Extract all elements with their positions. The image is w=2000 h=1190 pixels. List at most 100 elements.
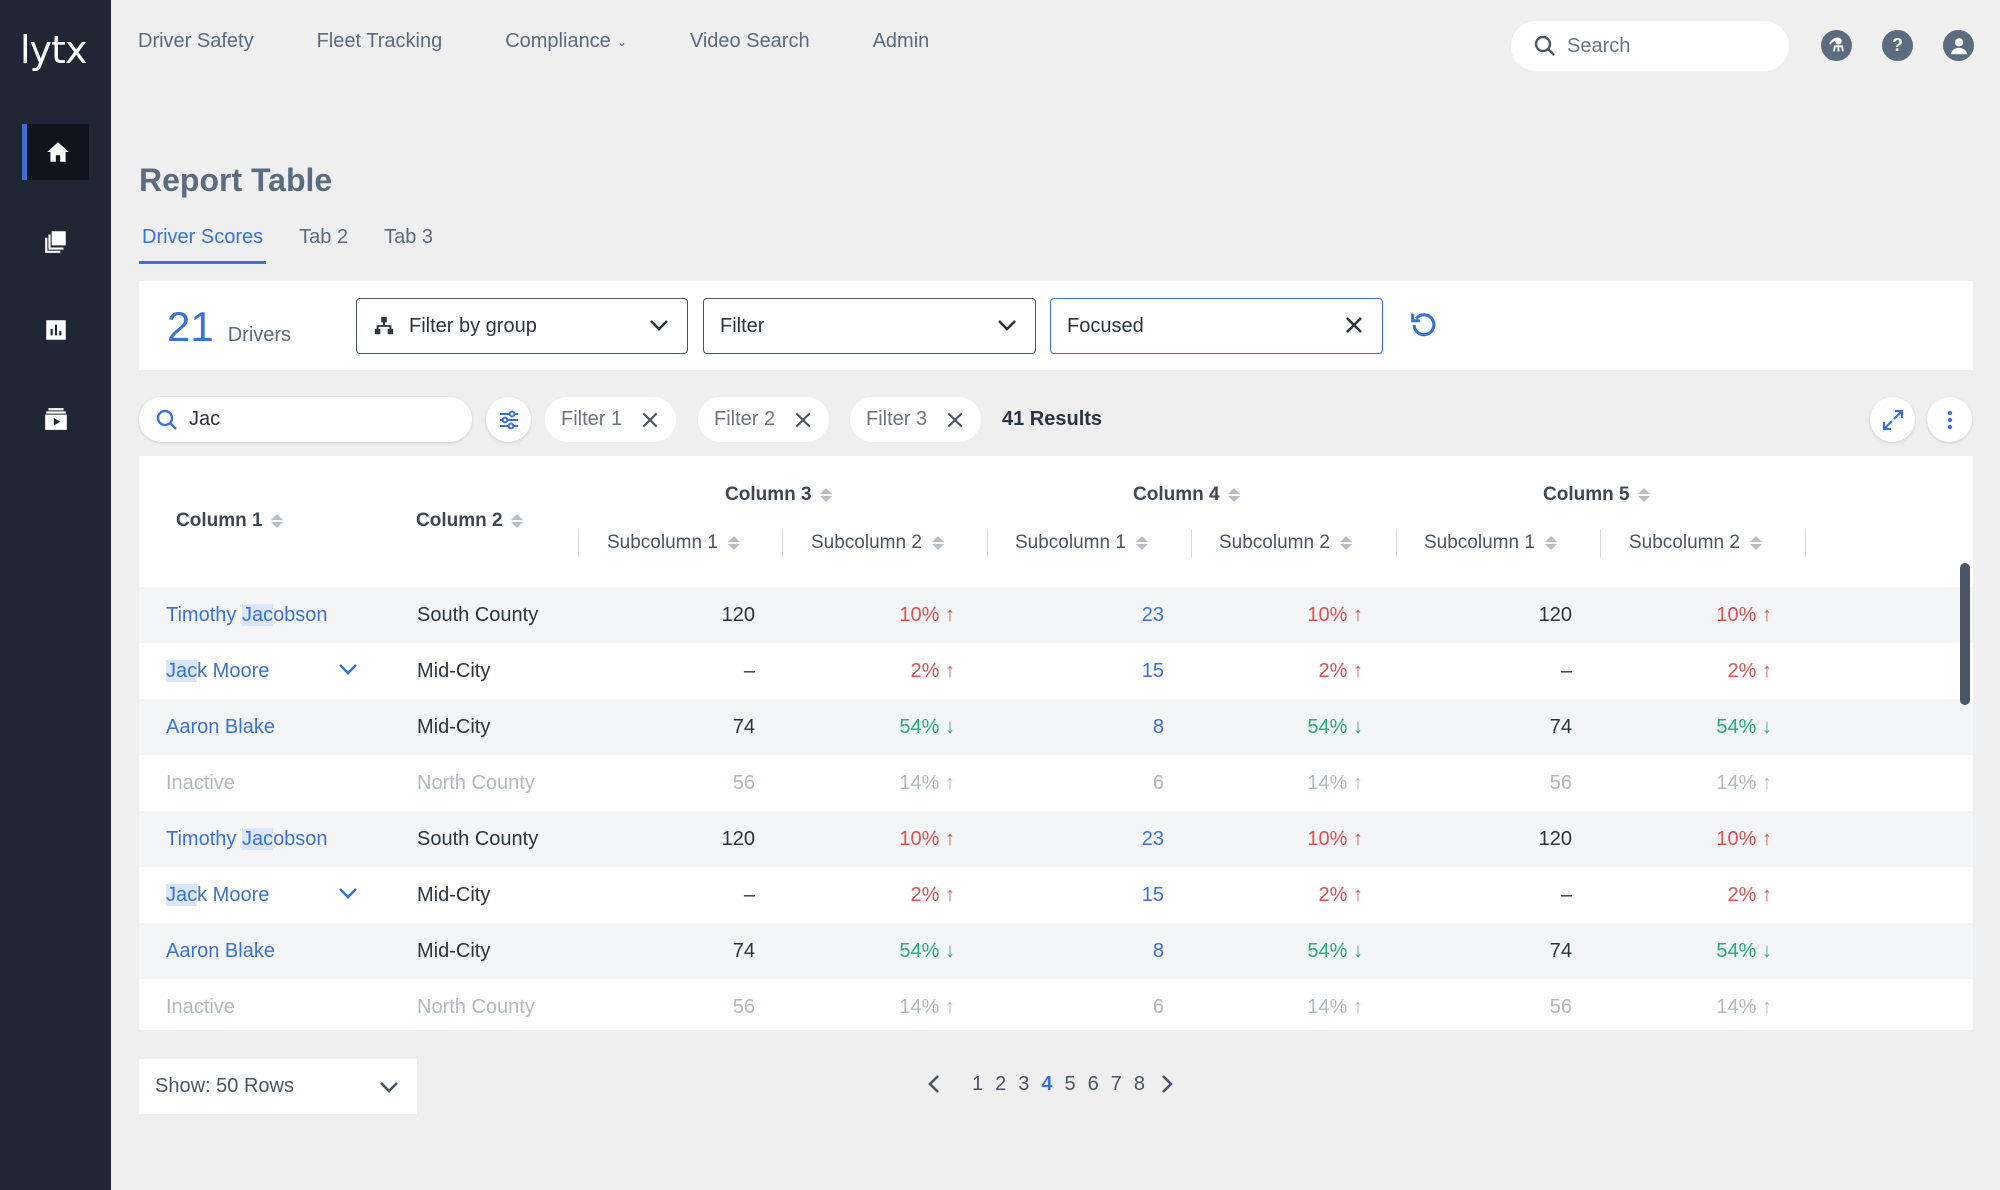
nav-admin[interactable]: Admin (872, 30, 930, 52)
lytx-logo[interactable]: lytx (20, 28, 87, 72)
table-row[interactable]: Inactive North County 56 14% ↑ 6 14% ↑ 56 14% ↑ (139, 755, 1973, 811)
chevron-right-icon[interactable] (1157, 1072, 1177, 1096)
subcolumn-header[interactable]: Subcolumn 1 (607, 532, 740, 554)
labs-flask-icon[interactable]: ⚗ (1821, 30, 1852, 61)
filter-by-group-select[interactable]: Filter by group (356, 298, 688, 354)
table-row[interactable]: Timothy Jacobson South County 120 10% ↑ 23 10… (139, 587, 1973, 643)
close-icon[interactable] (640, 410, 660, 430)
sort-icon[interactable] (1544, 536, 1557, 550)
expand-row-chevron-icon[interactable] (336, 881, 360, 905)
global-search-input[interactable]: Search (1511, 21, 1789, 71)
sort-icon[interactable] (270, 514, 283, 528)
page-link[interactable]: 7 (1110, 1072, 1122, 1095)
expand-row-chevron-icon[interactable] (336, 657, 360, 681)
table-row[interactable]: Aaron Blake Mid-City 74 54% ↓ 8 54% ↓ 74 54% ↓ (139, 923, 1973, 979)
rows-per-page-select[interactable]: Show: 50 Rows (139, 1059, 417, 1114)
reset-icon[interactable] (1407, 308, 1441, 342)
sort-icon[interactable] (1637, 488, 1650, 502)
value-cell[interactable]: 15 (1141, 660, 1164, 682)
column-divider (1396, 529, 1397, 557)
column-header-1[interactable]: Column 1 (176, 510, 283, 532)
search-icon (156, 409, 177, 430)
table-row[interactable]: Inactive North County 56 14% ↑ 6 14% ↑ 56 14% ↑ (139, 979, 1973, 1030)
driver-name-link[interactable]: Aaron Blake (166, 940, 275, 963)
video-nav-button[interactable] (22, 391, 89, 447)
subcolumn-header[interactable]: Subcolumn 2 (811, 532, 944, 554)
driver-name-link[interactable]: Timothy Jacobson (166, 604, 328, 627)
sort-icon[interactable] (1339, 536, 1352, 550)
driver-name-link[interactable]: Jack Moore (166, 884, 269, 907)
sort-icon[interactable] (819, 488, 832, 502)
table-search-input[interactable]: Jac (139, 397, 472, 442)
driver-status-inactive: Inactive (166, 772, 235, 795)
sort-icon[interactable] (1749, 536, 1762, 550)
table-scrollbar[interactable] (1960, 563, 1970, 705)
driver-name-part: Inactive (166, 772, 235, 794)
close-icon[interactable] (1342, 313, 1366, 337)
chevron-left-icon[interactable] (924, 1072, 944, 1096)
page-link[interactable]: 8 (1133, 1072, 1145, 1095)
nav-video-search[interactable]: Video Search (689, 30, 810, 52)
percent-change-cell: 10% ↑ (899, 828, 955, 850)
page-link[interactable]: 6 (1087, 1072, 1099, 1095)
driver-name-link[interactable]: Jack Moore (166, 660, 269, 683)
home-nav-button[interactable] (22, 124, 89, 180)
column-header-4[interactable]: Column 4 (1133, 484, 1240, 506)
nav-driver-safety[interactable]: Driver Safety (138, 30, 254, 52)
subcolumn-header[interactable]: Subcolumn 1 (1424, 532, 1557, 554)
value-cell[interactable]: 8 (1152, 716, 1164, 738)
percent-change-cell: 2% ↑ (1318, 884, 1363, 906)
column-header-5[interactable]: Column 5 (1543, 484, 1650, 506)
nav-compliance[interactable]: Compliance ⌄ (505, 30, 627, 53)
subcolumn-header[interactable]: Subcolumn 2 (1219, 532, 1352, 554)
driver-name-part: Aaron Blake (166, 940, 275, 962)
table-row[interactable]: Timothy Jacobson South County 120 10% ↑ 23 10… (139, 811, 1973, 867)
page-link[interactable]: 2 (995, 1072, 1007, 1095)
tab-2[interactable]: Tab 2 (299, 226, 349, 248)
table-row[interactable]: Aaron Blake Mid-City 74 54% ↓ 8 54% ↓ 74 54% ↓ (139, 699, 1973, 755)
sort-icon[interactable] (510, 514, 523, 528)
nav-fleet-tracking[interactable]: Fleet Tracking (316, 30, 443, 52)
column-header-3[interactable]: Column 3 (725, 484, 832, 506)
close-icon[interactable] (793, 410, 813, 430)
page-link-current[interactable]: 4 (1041, 1072, 1053, 1095)
reports-nav-button[interactable] (22, 302, 89, 358)
library-nav-button[interactable] (22, 213, 89, 269)
region-cell: South County (417, 604, 539, 626)
value-cell[interactable]: 23 (1141, 604, 1164, 626)
sort-icon[interactable] (1135, 536, 1148, 550)
driver-name-link[interactable]: Timothy Jacobson (166, 828, 328, 851)
table-row[interactable]: Jack Moore Mid-City – 2% ↑ 15 2% ↑ – 2% ↑ (139, 643, 1973, 699)
filter-settings-button[interactable] (486, 397, 531, 442)
sort-icon[interactable] (1227, 488, 1240, 502)
column-header-2[interactable]: Column 2 (416, 510, 523, 532)
sort-icon[interactable] (931, 536, 944, 550)
filter-select[interactable]: Filter (703, 298, 1036, 354)
help-icon[interactable]: ? (1882, 30, 1913, 61)
value-cell: 6 (1152, 772, 1164, 794)
tab-driver-scores[interactable]: Driver Scores (139, 226, 267, 264)
page-link[interactable]: 1 (972, 1072, 984, 1095)
table-row[interactable]: Jack Moore Mid-City – 2% ↑ 15 2% ↑ – 2% ↑ (139, 867, 1973, 923)
value-cell[interactable]: 23 (1141, 828, 1164, 850)
tab-3[interactable]: Tab 3 (384, 226, 434, 248)
filter-chip-2[interactable]: Filter 2 (698, 397, 830, 442)
filter-chip-1[interactable]: Filter 1 (545, 397, 677, 442)
more-options-button[interactable] (1927, 397, 1972, 442)
value-cell[interactable]: 8 (1152, 940, 1164, 962)
focused-filter-input[interactable]: Focused (1050, 298, 1383, 354)
sort-icon[interactable] (727, 536, 740, 550)
filter-chip-3[interactable]: Filter 3 (850, 397, 982, 442)
driver-name-link[interactable]: Aaron Blake (166, 716, 275, 739)
page-link[interactable]: 5 (1064, 1072, 1076, 1095)
subcolumn-header[interactable]: Subcolumn 2 (1629, 532, 1762, 554)
user-account-icon[interactable] (1943, 30, 1974, 61)
expand-table-button[interactable] (1870, 397, 1915, 442)
page-link[interactable]: 3 (1018, 1072, 1030, 1095)
subcolumn-header[interactable]: Subcolumn 1 (1015, 532, 1148, 554)
value-cell[interactable]: 15 (1141, 884, 1164, 906)
close-icon[interactable] (945, 410, 965, 430)
column-header-label: Column 5 (1543, 484, 1630, 505)
chevron-down-icon (650, 320, 668, 331)
column-divider (578, 529, 579, 557)
